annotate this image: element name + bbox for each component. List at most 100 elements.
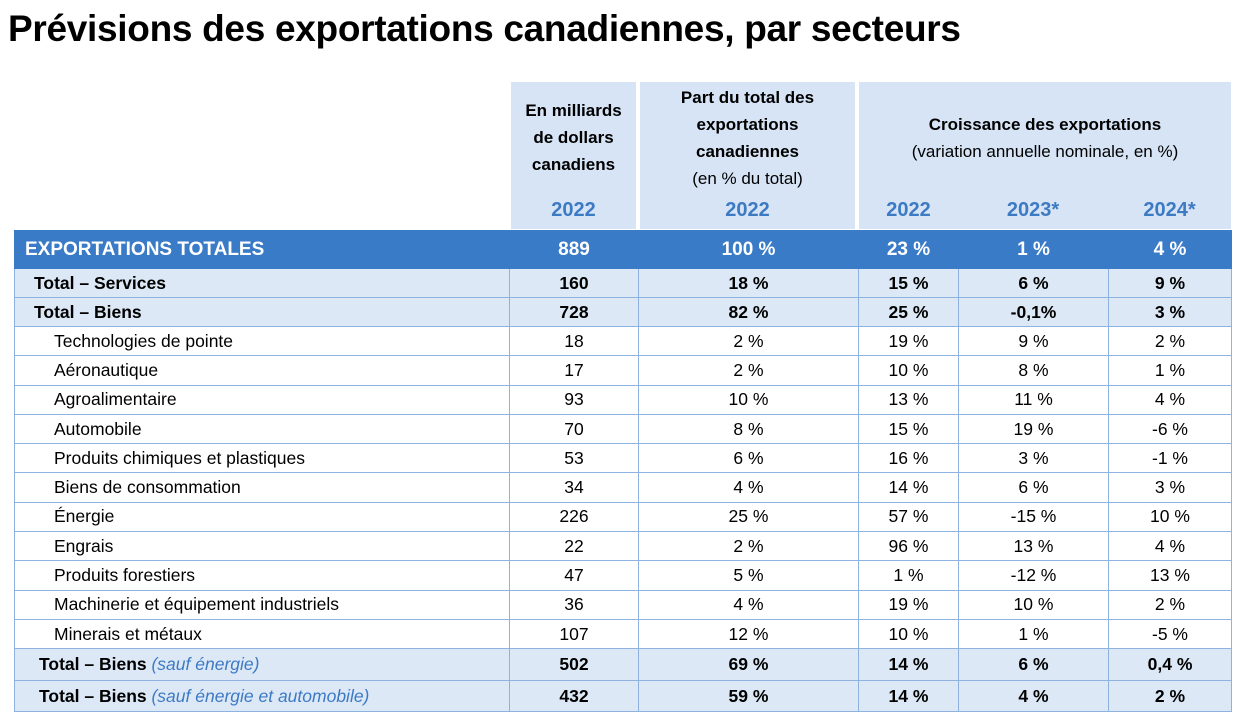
header-growth-label: Croissance des exportations (variation a… [859, 111, 1231, 165]
row-label: EXPORTATIONS TOTALES [14, 230, 510, 269]
sector-row: Énergie 226 25 % 57 % -15 % 10 % [14, 501, 1232, 533]
total-exports-row: EXPORTATIONS TOTALES 889 100 % 23 % 1 % 4 % [14, 230, 1232, 269]
header-growth-line1: Croissance des exportations [928, 115, 1162, 134]
cell-share-2022: 2 % [638, 325, 859, 357]
row-label-text: Énergie [54, 506, 115, 527]
cell-share-2022: 4 % [638, 472, 859, 503]
cell-share-2022: 2 % [638, 355, 859, 386]
cell-value-2022: 36 [509, 589, 639, 620]
cell-share-2022: 6 % [638, 443, 859, 474]
cell-growth-2022: 15 % [858, 413, 959, 445]
cell-growth-2023: 8 % [958, 355, 1109, 386]
cell-growth-2023: 6 % [958, 472, 1109, 503]
header-value-line1: En milliards [525, 101, 622, 120]
row-label-text: Minerais et métaux [54, 623, 202, 644]
row-label-text: Produits forestiers [54, 565, 196, 586]
cell-growth-2024: 2 % [1108, 589, 1232, 620]
cell-growth-2023: 11 % [958, 384, 1109, 415]
cell-growth-2023: 1 % [958, 618, 1109, 650]
cell-share-2022: 12 % [638, 618, 859, 650]
row-label: Produits chimiques et plastiques [14, 443, 510, 474]
cell-growth-2023: 9 % [958, 325, 1109, 357]
header-share-line4: (en % du total) [692, 169, 803, 188]
row-label-text: Machinerie et équipement industriels [54, 594, 340, 615]
row-label: Total – Biens [14, 297, 510, 327]
cell-share-2022: 25 % [638, 501, 859, 533]
sector-row: Machinerie et équipement industriels 36 4 … [14, 589, 1232, 620]
cell-value-2022: 17 [509, 355, 639, 386]
row-label: Produits forestiers [14, 560, 510, 591]
row-label-text: Agroalimentaire [54, 389, 177, 410]
row-label: Automobile [14, 413, 510, 445]
cell-growth-2022: 10 % [858, 355, 959, 386]
cell-growth-2022: 16 % [858, 443, 959, 474]
sector-row: Engrais 22 2 % 96 % 13 % 4 % [14, 531, 1232, 562]
row-label-note: (sauf énergie et automobile) [151, 685, 370, 706]
cell-share-2022: 82 % [638, 297, 859, 327]
row-label-text: Automobile [54, 418, 142, 439]
row-label-text: Engrais [54, 535, 114, 556]
header-band-share [640, 82, 855, 229]
cell-growth-2022: 23 % [858, 230, 959, 269]
cell-share-2022: 8 % [638, 413, 859, 445]
header-share-line3: canadiennes [696, 142, 799, 161]
year-label-growth-2023: 2023* [1006, 199, 1060, 221]
cell-growth-2023: 13 % [958, 531, 1109, 562]
cell-share-2022: 100 % [638, 230, 859, 269]
cell-growth-2022: 15 % [858, 268, 959, 298]
subtotal-row: Total – Services 160 18 % 15 % 6 % 9 % [14, 268, 1232, 298]
row-label-text: Total – Biens [34, 301, 142, 322]
row-label-text: Total – Biens [39, 685, 152, 706]
header-band-growth [859, 82, 1231, 229]
cell-value-2022: 22 [509, 531, 639, 562]
sector-row: Automobile 70 8 % 15 % 19 % -6 % [14, 413, 1232, 445]
footer-total-row: Total – Biens (sauf énergie et automobil… [14, 679, 1232, 713]
sector-row: Produits forestiers 47 5 % 1 % -12 % 13 % [14, 560, 1232, 591]
cell-growth-2024: 3 % [1108, 297, 1232, 327]
cell-growth-2023: 6 % [958, 648, 1109, 681]
year-label-growth-2024: 2024* [1143, 199, 1196, 221]
row-label-text: Total – Services [34, 272, 166, 293]
cell-value-2022: 18 [509, 325, 639, 357]
row-label: Minerais et métaux [14, 618, 510, 650]
row-label-text: Biens de consommation [54, 477, 241, 498]
cell-growth-2023: 10 % [958, 589, 1109, 620]
cell-growth-2022: 10 % [858, 618, 959, 650]
cell-growth-2022: 19 % [858, 589, 959, 620]
header-value-line3: canadiens [531, 155, 616, 174]
row-label: Total – Biens (sauf énergie et automobil… [14, 679, 510, 713]
cell-value-2022: 53 [509, 443, 639, 474]
sector-row: Technologies de pointe 18 2 % 19 % 9 % 2 % [14, 325, 1232, 357]
cell-growth-2024: 4 % [1108, 384, 1232, 415]
cell-growth-2024: 1 % [1108, 355, 1232, 386]
cell-share-2022: 4 % [638, 589, 859, 620]
row-label: Agroalimentaire [14, 384, 510, 415]
header-share-line1: Part du total des [680, 88, 815, 107]
cell-share-2022: 5 % [638, 560, 859, 591]
cell-value-2022: 107 [509, 618, 639, 650]
cell-growth-2022: 1 % [858, 560, 959, 591]
cell-growth-2024: 13 % [1108, 560, 1232, 591]
cell-growth-2023: -15 % [958, 501, 1109, 533]
cell-value-2022: 34 [509, 472, 639, 503]
cell-growth-2022: 13 % [858, 384, 959, 415]
sector-row: Produits chimiques et plastiques 53 6 % 16 … [14, 443, 1232, 474]
cell-value-2022: 502 [509, 648, 639, 681]
row-label: Total – Biens (sauf énergie) [14, 648, 510, 681]
cell-growth-2024: 9 % [1108, 268, 1232, 298]
year-label-value: 2022 [551, 199, 596, 221]
cell-growth-2023: 6 % [958, 268, 1109, 298]
row-label: Biens de consommation [14, 472, 510, 503]
cell-growth-2022: 96 % [858, 531, 959, 562]
cell-share-2022: 10 % [638, 384, 859, 415]
cell-value-2022: 226 [509, 501, 639, 533]
cell-growth-2024: 2 % [1108, 679, 1232, 713]
cell-growth-2022: 57 % [858, 501, 959, 533]
cell-growth-2022: 14 % [858, 648, 959, 681]
cell-value-2022: 93 [509, 384, 639, 415]
cell-share-2022: 2 % [638, 531, 859, 562]
header-value-label: En milliards de dollars canadiens [511, 97, 636, 178]
cell-growth-2022: 19 % [858, 325, 959, 357]
cell-growth-2023: 19 % [958, 413, 1109, 445]
sector-row: Agroalimentaire 93 10 % 13 % 11 % 4 % [14, 384, 1232, 415]
